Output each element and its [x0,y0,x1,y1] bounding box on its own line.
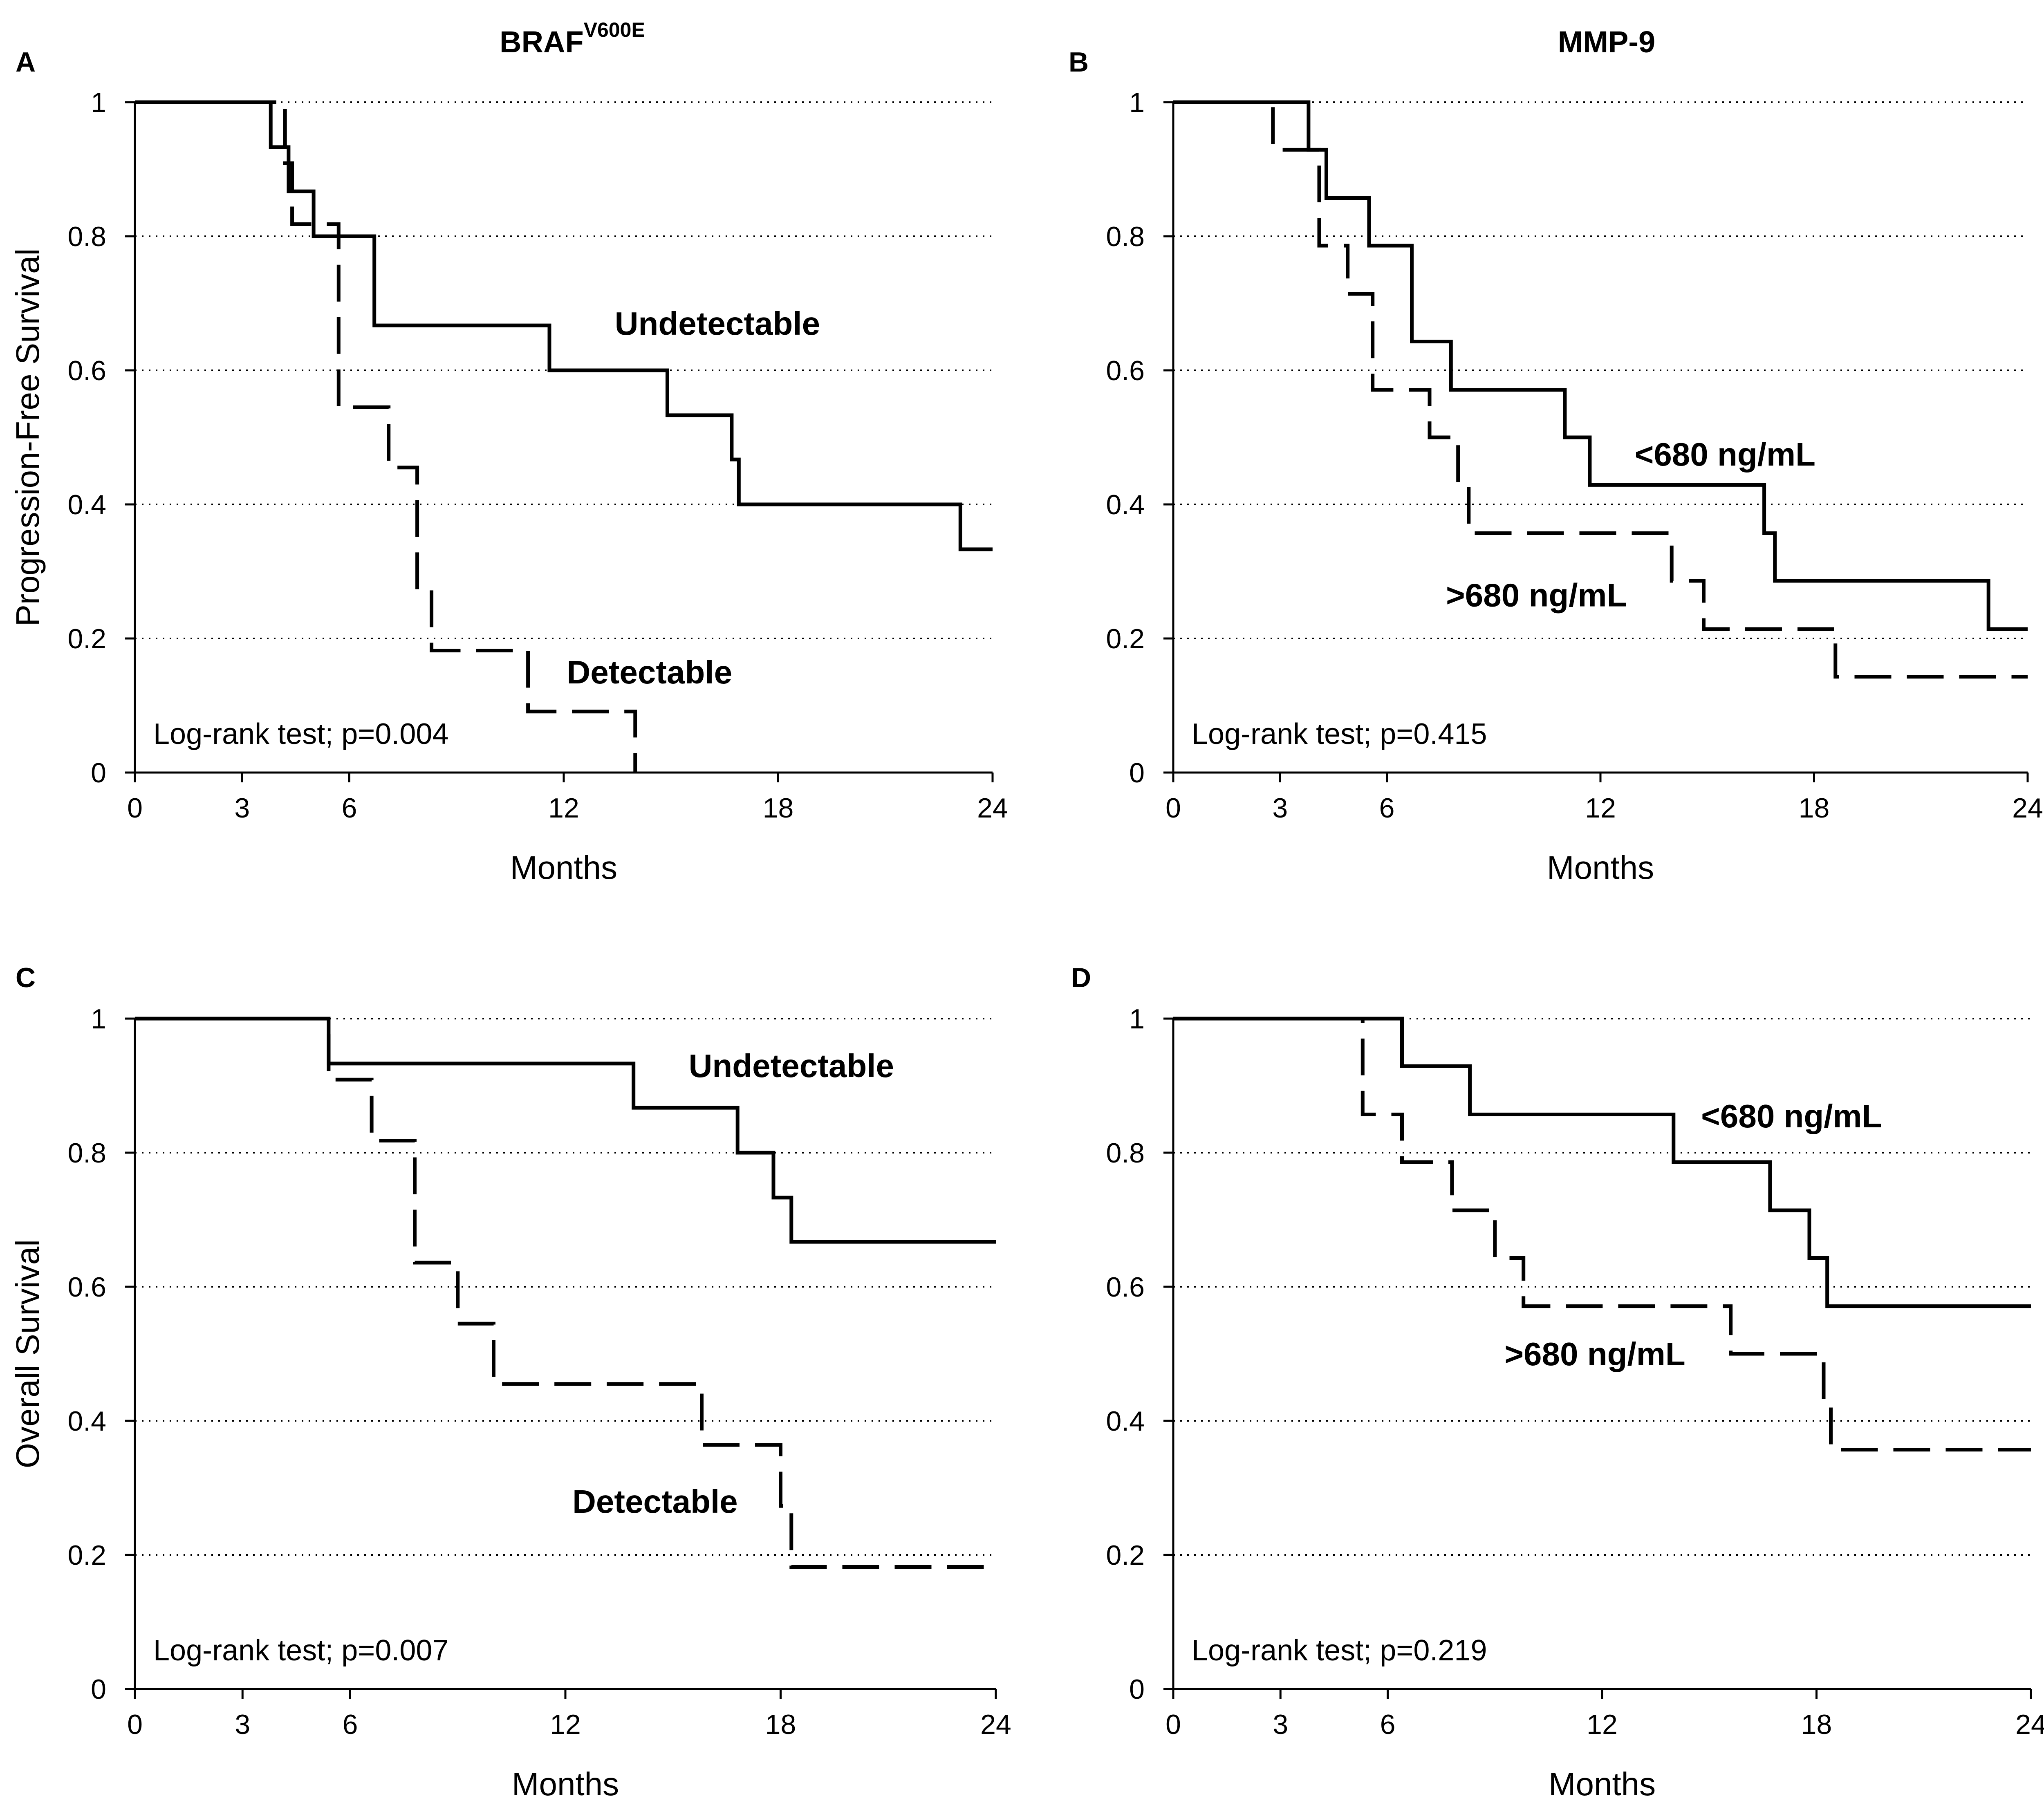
x-tick-label: 6 [1380,1709,1396,1740]
y-tick-label: 0 [91,1674,106,1705]
x-axis-label: Months [1549,1766,1656,1802]
x-tick-label: 3 [1272,793,1288,824]
y-tick-label: 0 [1129,757,1145,788]
curve-label: >680 ng/mL [1504,1336,1685,1372]
y-tick-label: 0.8 [1106,221,1145,252]
chart-title: MMP-9 [1558,25,1655,59]
x-tick-label: 12 [1587,1709,1618,1740]
x-tick-label: 3 [235,1709,250,1740]
x-tick-label: 24 [2012,793,2043,824]
y-tick-label: 0.2 [67,623,106,654]
curve-label: <680 ng/mL [1635,436,1815,473]
x-tick-label: 6 [343,1709,358,1740]
panel-letter: B [1069,47,1089,78]
panel-letter: A [16,47,36,78]
log-rank-annotation: Log-rank test; p=0.219 [1192,1634,1487,1667]
chart-title-superscript: V600E [584,18,645,41]
x-tick-label: 0 [127,1709,143,1740]
y-tick-label: 1 [91,1003,106,1035]
y-tick-label: 0.8 [67,1138,106,1169]
y-tick-label: 1 [1129,87,1145,118]
x-tick-label: 3 [234,793,250,824]
survival-curve-dashed [135,100,637,773]
survival-curve-dashed [1173,100,2028,679]
curve-label: Detectable [567,654,732,690]
y-tick-label: 0.2 [1106,623,1145,654]
chart-title-main: BRAF [500,25,584,59]
survival-curve-dashed [135,1017,996,1569]
x-tick-label: 24 [2015,1709,2044,1740]
y-tick-label: 0.4 [67,489,106,520]
panel-b: B MMP-9 0 0.2 0.4 0.6 0.8 1 0 3 6 12 18 24 Months <680 … [1069,25,2043,886]
x-tick-label: 12 [550,1709,581,1740]
y-tick-label: 0.2 [1106,1540,1145,1571]
survival-curve-solid [1173,100,2028,631]
panel-letter: C [16,962,36,993]
curve-label: Undetectable [615,305,820,342]
curve-label: <680 ng/mL [1701,1098,1882,1134]
x-tick-label: 18 [1799,793,1830,824]
curve-label: Detectable [572,1483,738,1520]
y-axis-label: Progression-Free Survival [9,249,46,627]
survival-curve-dashed [1173,1017,2031,1451]
curve-label: Undetectable [689,1048,894,1084]
y-tick-label: 1 [1129,1003,1145,1035]
chart-title: BRAFV600E [500,18,645,59]
y-tick-label: 0.4 [1106,1406,1145,1437]
x-tick-label: 0 [1165,793,1181,824]
y-tick-label: 0.6 [67,1272,106,1303]
y-tick-label: 0.4 [1106,489,1145,520]
x-tick-label: 24 [980,1709,1011,1740]
y-tick-label: 0.6 [67,355,106,386]
y-tick-label: 0.6 [1106,1272,1145,1303]
y-axis-label: Overall Survival [9,1239,46,1468]
x-tick-label: 18 [765,1709,796,1740]
chart-title-main: MMP-9 [1558,25,1655,59]
x-axis-label: Months [512,1766,619,1802]
x-tick-label: 12 [548,793,579,824]
y-tick-label: 1 [91,87,106,118]
y-tick-label: 0.2 [67,1540,106,1571]
log-rank-annotation: Log-rank test; p=0.415 [1192,718,1487,750]
y-tick-label: 0 [91,757,106,788]
x-tick-label: 6 [1379,793,1395,824]
panel-c: C 0 0.2 0.4 0.6 0.8 1 0 3 6 12 18 24 Months Overall Su… [9,962,1011,1802]
x-tick-label: 12 [1585,793,1616,824]
panel-d: D 0 0.2 0.4 0.6 0.8 1 0 3 6 12 18 24 Months <680 ng/mL… [1071,962,2044,1802]
x-axis-label: Months [510,849,617,886]
x-tick-label: 18 [763,793,794,824]
y-tick-label: 0.4 [67,1406,106,1437]
y-tick-label: 0.8 [1106,1138,1145,1169]
x-tick-label: 24 [977,793,1008,824]
curve-label: >680 ng/mL [1446,577,1627,613]
survival-curve-solid [135,100,993,551]
survival-curve-solid [1173,1017,2031,1308]
y-tick-label: 0.6 [1106,355,1145,386]
x-tick-label: 0 [1165,1709,1181,1740]
log-rank-annotation: Log-rank test; p=0.007 [153,1634,449,1667]
log-rank-annotation: Log-rank test; p=0.004 [153,718,449,750]
x-tick-label: 0 [127,793,143,824]
y-tick-label: 0 [1129,1674,1145,1705]
panel-a: A BRAFV600E 0 0.2 0.4 0.6 0.8 1 0 3 6 12 18 24 Months P… [9,18,1008,886]
x-tick-label: 3 [1273,1709,1288,1740]
x-tick-label: 6 [342,793,357,824]
x-tick-label: 18 [1801,1709,1832,1740]
panel-letter: D [1071,962,1091,993]
x-axis-label: Months [1547,849,1654,886]
y-tick-label: 0.8 [67,221,106,252]
